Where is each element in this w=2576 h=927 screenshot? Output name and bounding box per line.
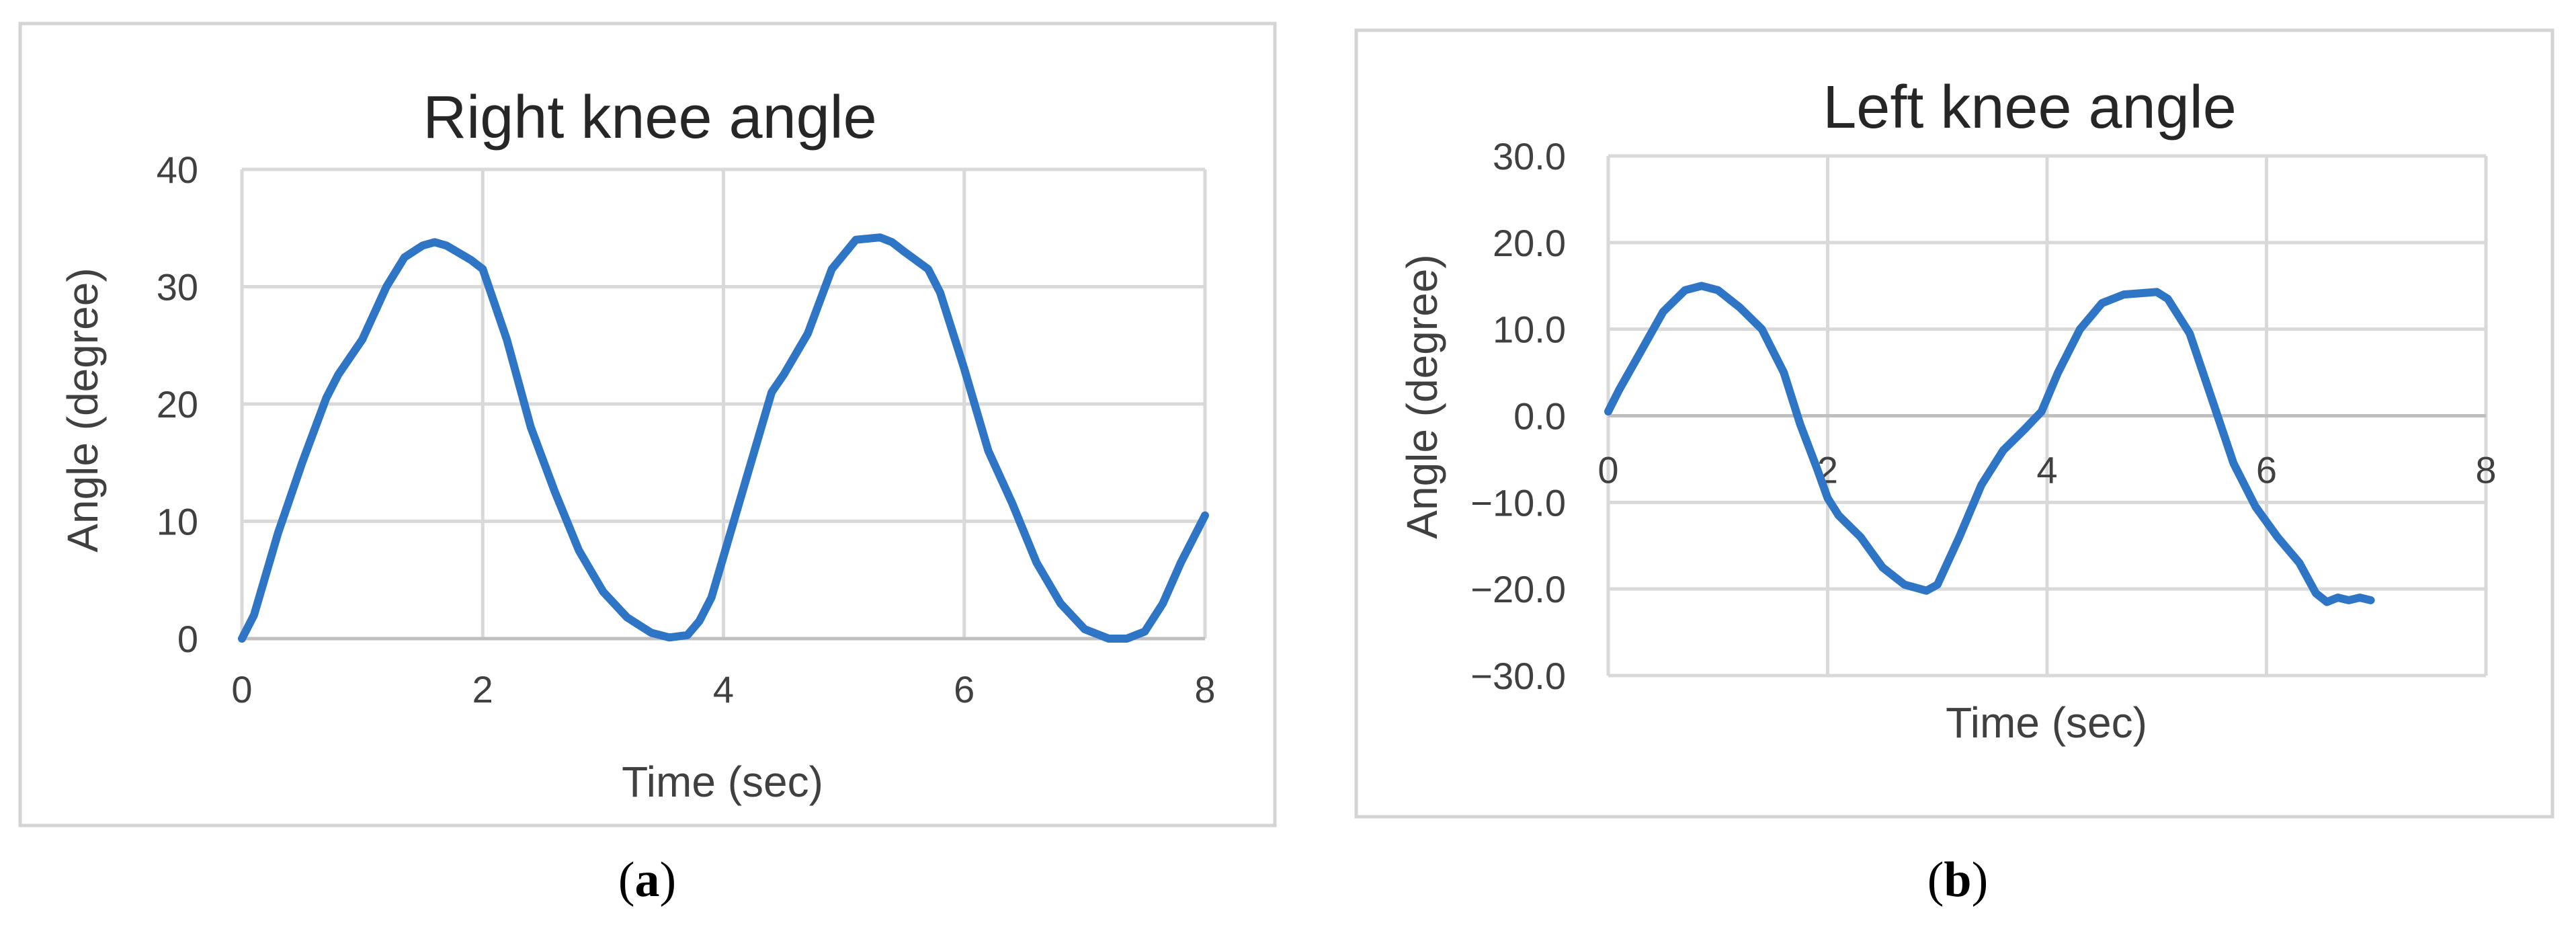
y-tick-label: 0 bbox=[177, 618, 198, 660]
caption-a-letter: a bbox=[635, 852, 660, 908]
chart-frame bbox=[18, 22, 1277, 828]
x-tick-label: 2 bbox=[472, 668, 493, 711]
caption-b-letter: b bbox=[1944, 852, 1971, 908]
gridlines bbox=[1606, 154, 2488, 678]
x-tick-label: 6 bbox=[2256, 449, 2277, 491]
x-axis-label: Time (sec) bbox=[1946, 698, 2147, 747]
x-tick-label: 0 bbox=[1597, 449, 1618, 491]
series-line bbox=[1604, 282, 2375, 606]
tick-labels: 0 2 4 6 8 0 10 20 30 40 bbox=[157, 149, 1216, 711]
series-layer bbox=[1604, 282, 2375, 606]
caption-a: (a) bbox=[618, 852, 676, 908]
y-axis-label: Angle (degree) bbox=[1398, 254, 1446, 538]
x-tick-label: 8 bbox=[2475, 449, 2496, 491]
y-tick-label: −10.0 bbox=[1470, 481, 1566, 524]
y-tick-label: −30.0 bbox=[1470, 655, 1566, 697]
y-tick-label: 0.0 bbox=[1513, 395, 1566, 438]
y-tick-label: 10 bbox=[157, 501, 198, 543]
x-tick-label: 0 bbox=[231, 668, 252, 711]
y-tick-label: 20.0 bbox=[1493, 222, 1566, 264]
chart-panel-right-knee: Right knee angle 0 2 4 6 8 0 10 20 30 40 Time (se… bbox=[18, 22, 1277, 828]
y-tick-label: −20.0 bbox=[1470, 568, 1566, 610]
y-tick-label: 10.0 bbox=[1493, 309, 1566, 351]
y-tick-label: 40 bbox=[157, 149, 198, 191]
gridlines bbox=[240, 167, 1207, 641]
x-tick-label: 8 bbox=[1194, 668, 1215, 711]
series-line bbox=[238, 233, 1209, 643]
caption-b: (b) bbox=[1927, 852, 1988, 908]
x-axis-label: Time (sec) bbox=[622, 758, 823, 806]
chart-title: Right knee angle bbox=[423, 84, 876, 151]
y-tick-label: 30 bbox=[157, 266, 198, 309]
y-tick-label: 30.0 bbox=[1493, 135, 1566, 177]
y-axis-label: Angle (degree) bbox=[58, 268, 107, 552]
series-layer bbox=[238, 233, 1209, 643]
chart-panel-left-knee: Left knee angle 0 2 4 6 8−30.0−20.0−10.00.01… bbox=[1354, 28, 2554, 819]
chart-title: Left knee angle bbox=[1823, 74, 2237, 141]
chart-frame bbox=[1354, 28, 2554, 819]
tick-labels: 0 2 4 6 8−30.0−20.0−10.00.010.020.030.0 bbox=[1470, 135, 2496, 697]
x-tick-label: 6 bbox=[954, 668, 974, 711]
x-tick-label: 4 bbox=[713, 668, 734, 711]
x-tick-label: 4 bbox=[2036, 449, 2057, 491]
y-tick-label: 20 bbox=[157, 383, 198, 426]
